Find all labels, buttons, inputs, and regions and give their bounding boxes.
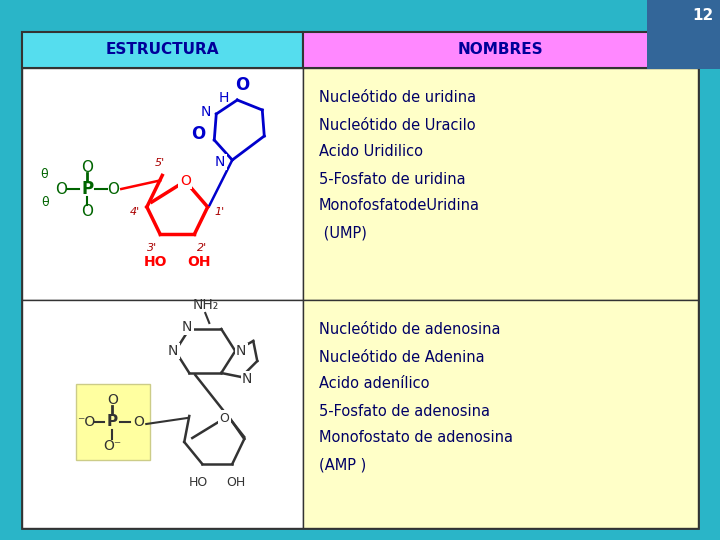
Text: 5-Fosfato de uridina: 5-Fosfato de uridina <box>318 172 465 186</box>
Text: N: N <box>242 372 253 386</box>
Text: HO: HO <box>189 476 208 489</box>
Bar <box>76 384 150 460</box>
Text: 2': 2' <box>197 244 207 253</box>
Bar <box>302 32 698 68</box>
Text: 4': 4' <box>130 207 140 217</box>
Text: 5-Fosfato de adenosina: 5-Fosfato de adenosina <box>318 403 490 418</box>
Text: N: N <box>236 344 246 358</box>
Text: Monofostato de adenosina: Monofostato de adenosina <box>318 430 513 445</box>
Text: N: N <box>215 155 225 169</box>
Bar <box>22 32 302 68</box>
Text: O: O <box>107 393 117 407</box>
Text: O: O <box>180 174 191 188</box>
Text: O: O <box>107 181 120 197</box>
Text: ESTRUCTURA: ESTRUCTURA <box>106 43 219 57</box>
Text: 5': 5' <box>156 158 166 168</box>
Text: OH: OH <box>188 255 211 269</box>
Text: 3': 3' <box>147 244 157 253</box>
Text: O: O <box>220 411 229 424</box>
Text: Nucleótido de uridina: Nucleótido de uridina <box>318 91 476 105</box>
Bar <box>22 300 302 528</box>
Text: P: P <box>107 415 118 429</box>
Text: Nucleótido de Uracilo: Nucleótido de Uracilo <box>318 118 475 132</box>
Text: MonofosfatodeUridina: MonofosfatodeUridina <box>318 199 480 213</box>
Bar <box>302 68 698 300</box>
Text: Nucleótido de Adenina: Nucleótido de Adenina <box>318 349 484 364</box>
Text: N: N <box>168 344 179 358</box>
Text: (AMP ): (AMP ) <box>318 457 366 472</box>
Text: O: O <box>55 181 67 197</box>
Text: (UMP): (UMP) <box>318 226 366 240</box>
Text: HO: HO <box>143 255 167 269</box>
Text: NOMBRES: NOMBRES <box>457 43 543 57</box>
Text: NH₂: NH₂ <box>192 298 218 312</box>
Text: 1': 1' <box>215 207 225 217</box>
Text: P: P <box>81 180 94 198</box>
Bar <box>22 68 302 300</box>
Text: Acido Uridilico: Acido Uridilico <box>318 145 423 159</box>
Text: θ: θ <box>40 168 48 181</box>
Text: H: H <box>219 91 230 105</box>
Text: Acido adenílico: Acido adenílico <box>318 376 429 392</box>
Text: N: N <box>201 105 212 119</box>
Text: O: O <box>81 204 94 219</box>
Text: N: N <box>182 320 192 334</box>
Text: OH: OH <box>227 476 246 489</box>
Text: Nucleótido de adenosina: Nucleótido de adenosina <box>318 322 500 338</box>
Text: O: O <box>81 159 94 174</box>
Text: O: O <box>191 125 205 143</box>
Text: ⁻O: ⁻O <box>77 415 95 429</box>
Bar <box>302 300 698 528</box>
Text: 12: 12 <box>693 9 714 24</box>
Text: O: O <box>132 415 144 429</box>
Text: O⁻: O⁻ <box>103 439 122 453</box>
Text: O: O <box>235 76 249 94</box>
Text: θ: θ <box>42 197 49 210</box>
